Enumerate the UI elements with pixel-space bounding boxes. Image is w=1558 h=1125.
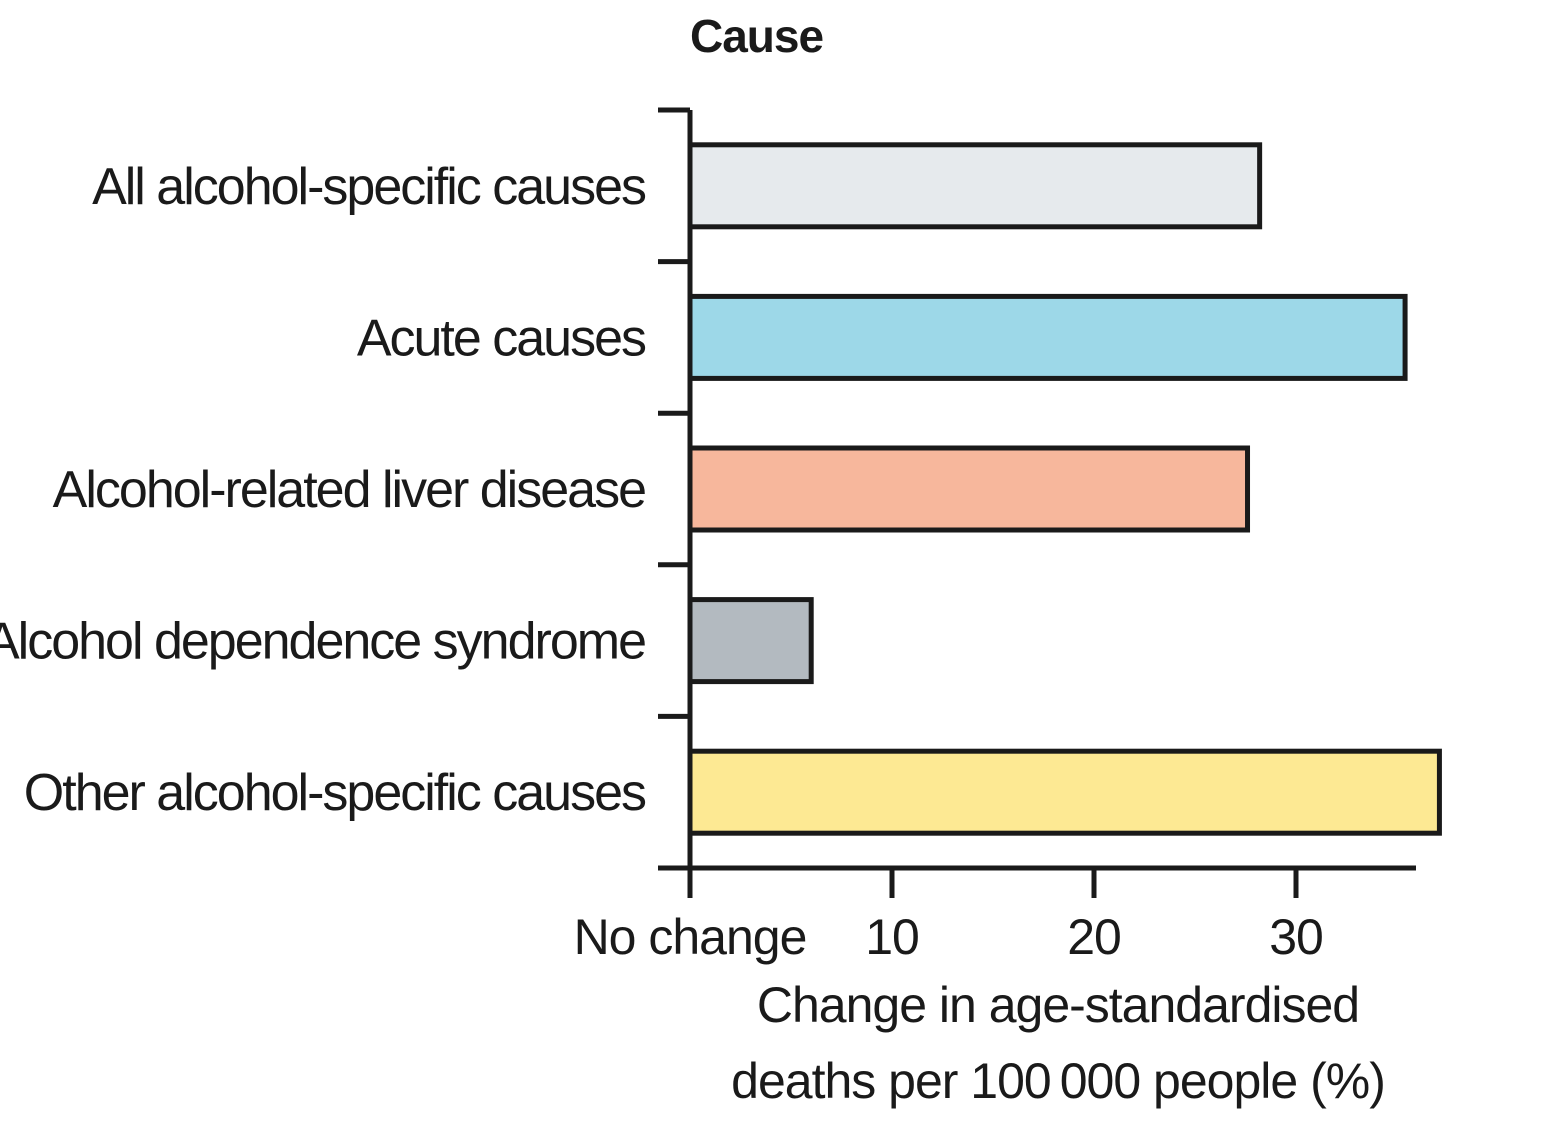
bar (687, 597, 814, 685)
bar (687, 445, 1251, 533)
bars (687, 142, 1442, 836)
chart-title: Cause (690, 10, 823, 62)
x-axis-title-line-2: deaths per 100 000 people (%) (731, 1053, 1385, 1109)
category-label: Other alcohol-specific causes (24, 764, 646, 822)
x-tick-label: 10 (865, 909, 919, 965)
x-tick-label: 30 (1269, 909, 1323, 965)
bar (687, 293, 1408, 381)
x-axis-title-line-1: Change in age-standardised (757, 977, 1359, 1033)
x-tick-label: 20 (1067, 909, 1121, 965)
x-axis-ticks: No change 10 20 30 (574, 868, 1324, 965)
category-labels: All alcohol-specific causes Acute causes A… (0, 158, 648, 822)
category-label: Acute causes (357, 309, 646, 367)
x-tick-label: No change (574, 909, 807, 965)
category-label: All alcohol-specific causes (92, 158, 646, 216)
bar (687, 142, 1263, 230)
category-label: Alcohol-related liver disease (53, 461, 645, 519)
category-label: Alcohol dependence syndrome (0, 613, 645, 671)
bar (687, 748, 1442, 836)
